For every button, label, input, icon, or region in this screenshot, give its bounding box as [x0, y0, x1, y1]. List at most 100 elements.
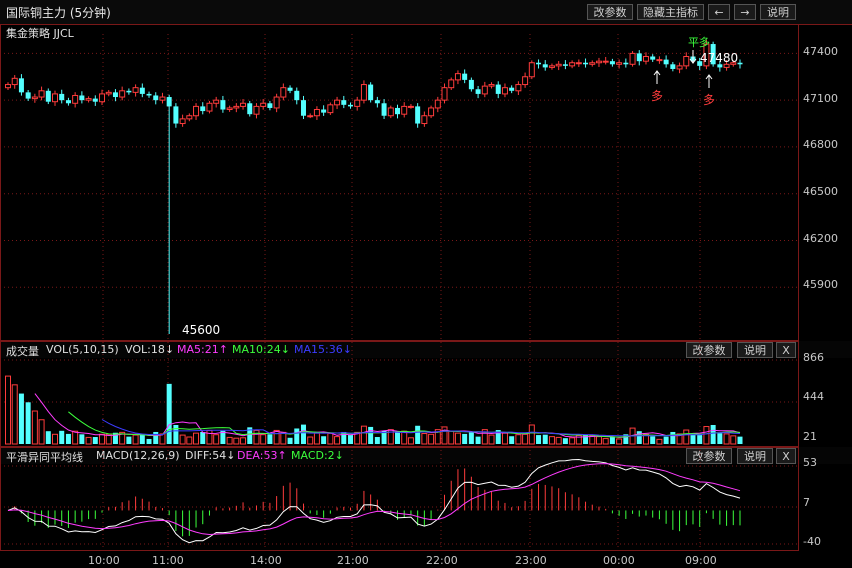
candle-body-66: [448, 79, 455, 89]
volume-bar-102: [690, 434, 696, 444]
macd-help-button[interactable]: 说明: [737, 448, 773, 464]
volume-bar-52: [354, 431, 361, 445]
volume-bar-84: [569, 437, 576, 445]
macd-frame: [0, 447, 799, 551]
candle-body-52: [354, 99, 361, 107]
candle-body-34: [233, 105, 240, 109]
scroll-right-button[interactable]: →: [734, 4, 756, 20]
volume-bar-63: [428, 433, 435, 445]
candle-body-95: [642, 56, 649, 62]
scroll-left-button[interactable]: ←: [708, 4, 730, 20]
candle-body-2: [18, 78, 24, 93]
change-params-button[interactable]: 改参数: [587, 4, 633, 20]
volume-bar-27: [186, 436, 193, 445]
x-tick-1000: 10:00: [88, 554, 120, 567]
candle-body-108: [730, 62, 737, 65]
candlestick-series: [5, 39, 743, 334]
x-tick-1400: 14:00: [250, 554, 282, 567]
volume-bar-100: [676, 433, 683, 445]
macd-dea-line: [7, 463, 741, 536]
candle-body-74: [501, 87, 508, 95]
candle-body-59: [401, 105, 408, 115]
macd-panel-header: 平滑异同平均线 MACD(12,26,9) DIFF:54↓ DEA:53↑ M…: [0, 447, 852, 464]
candle-body-12: [85, 98, 92, 101]
volume-label: 成交量: [6, 345, 39, 358]
volume-bar-103: [697, 435, 703, 444]
volume-help-button[interactable]: 说明: [737, 342, 773, 358]
volume-bar-10: [72, 430, 79, 445]
y-tick-46800: 46800: [803, 138, 838, 151]
candle-body-39: [267, 103, 273, 108]
macd-label: 平滑异同平均线: [6, 451, 83, 464]
candle-body-55: [374, 100, 380, 104]
volume-bar-77: [522, 433, 529, 445]
volume-bar-5: [38, 419, 45, 445]
candle-body-28: [193, 105, 200, 117]
volume-bar-43: [294, 428, 300, 444]
candle-body-53: [360, 84, 367, 101]
candle-body-43: [294, 90, 300, 101]
help-button[interactable]: 说明: [760, 4, 796, 20]
candle-body-96: [650, 56, 656, 60]
candle-body-78: [528, 62, 535, 78]
volume-bar-90: [609, 437, 615, 444]
volume-bar-105: [710, 424, 716, 444]
volume-close-button[interactable]: X: [776, 342, 796, 358]
volume-bar-8: [59, 430, 65, 444]
candle-body-81: [548, 65, 555, 68]
main-frame: [0, 24, 799, 341]
volume-bar-75: [509, 436, 515, 444]
volume-bar-96: [650, 436, 656, 444]
candle-body-29: [200, 106, 206, 112]
ma5-value: MA5:21↑: [177, 343, 228, 356]
volume-frame: [0, 341, 799, 447]
volume-bar-41: [280, 431, 287, 445]
candle-body-97: [656, 59, 663, 62]
volume-ma10-line: [68, 411, 741, 438]
macd-change-params-button[interactable]: 改参数: [686, 448, 732, 464]
macd-indicator: MACD(12,26,9): [96, 449, 180, 462]
candle-body-104: [703, 43, 710, 67]
volume-bar-79: [536, 435, 542, 444]
macd-diff-line: [7, 458, 741, 544]
volume-bar-65: [441, 426, 448, 445]
hide-main-indicator-button[interactable]: 隐藏主指标: [637, 4, 704, 20]
candle-body-71: [481, 85, 488, 95]
volume-indicator: VOL(5,10,15): [46, 343, 119, 356]
candle-body-50: [341, 100, 347, 105]
candle-body-100: [676, 65, 683, 70]
volume-bar-49: [334, 436, 341, 445]
candle-body-31: [213, 99, 220, 104]
candle-body-21: [146, 93, 152, 96]
volume-bar-16: [112, 432, 118, 444]
candle-body-30: [206, 102, 213, 112]
volume-bar-42: [287, 437, 293, 444]
candle-body-65: [441, 87, 448, 101]
vol-tick-444: 444: [803, 390, 824, 403]
volume-bar-66: [448, 430, 455, 445]
volume-bar-82: [555, 436, 562, 445]
candle-body-60: [407, 105, 414, 108]
dea-value: DEA:53↑: [237, 449, 287, 462]
volume-bar-61: [415, 425, 421, 444]
volume-bar-32: [220, 430, 226, 444]
candle-body-68: [462, 73, 468, 80]
candle-body-90: [609, 61, 615, 65]
volume-change-params-button[interactable]: 改参数: [686, 342, 732, 358]
volume-bar-70: [475, 436, 481, 444]
volume-bar-47: [321, 436, 327, 444]
candle-body-86: [583, 62, 589, 65]
vol-tick-866: 866: [803, 351, 824, 364]
ma10-value: MA10:24↓: [232, 343, 290, 356]
candle-body-73: [495, 84, 501, 94]
candle-body-5: [38, 90, 45, 98]
macd-close-button[interactable]: X: [776, 448, 796, 464]
macd-tick-7: 7: [803, 496, 810, 509]
candle-body-99: [670, 64, 676, 69]
volume-bar-17: [119, 431, 126, 445]
volume-bar-6: [45, 431, 51, 444]
candle-body-36: [247, 103, 253, 115]
candle-body-45: [307, 115, 314, 118]
candle-body-23: [159, 96, 166, 101]
